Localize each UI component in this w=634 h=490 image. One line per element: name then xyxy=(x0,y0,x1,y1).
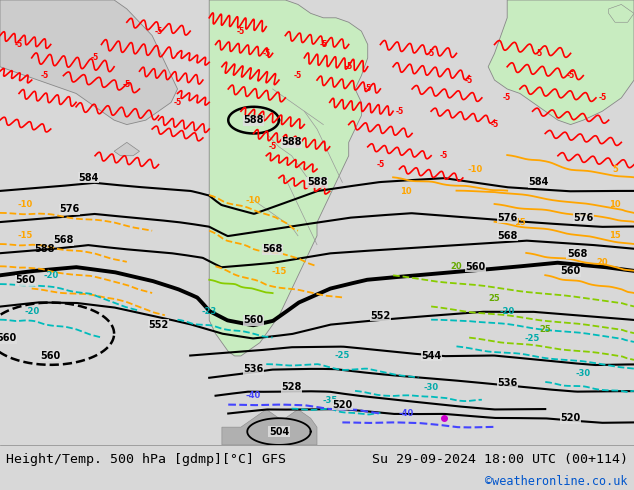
Text: -30: -30 xyxy=(576,369,591,378)
Text: 528: 528 xyxy=(281,382,302,392)
Text: 5: 5 xyxy=(612,165,618,173)
Text: -10: -10 xyxy=(468,165,483,173)
Text: 576: 576 xyxy=(60,204,80,214)
Text: -5: -5 xyxy=(122,80,131,89)
Text: 584: 584 xyxy=(529,177,549,187)
Polygon shape xyxy=(222,409,317,445)
Text: -10: -10 xyxy=(246,196,261,205)
Text: -5: -5 xyxy=(262,49,271,58)
Text: -20: -20 xyxy=(24,307,39,316)
Text: 536: 536 xyxy=(243,364,264,374)
Text: 10: 10 xyxy=(400,187,411,196)
Text: 25: 25 xyxy=(540,325,551,334)
Text: 568: 568 xyxy=(497,231,517,241)
Text: 584: 584 xyxy=(79,173,99,183)
Polygon shape xyxy=(114,143,139,156)
Text: -5: -5 xyxy=(490,120,499,129)
Text: -5: -5 xyxy=(465,75,474,85)
Text: -5: -5 xyxy=(154,26,163,36)
Text: 568: 568 xyxy=(567,248,587,259)
Text: -15: -15 xyxy=(271,267,287,276)
Polygon shape xyxy=(209,0,368,356)
Text: 10: 10 xyxy=(609,200,621,209)
Text: -5: -5 xyxy=(91,53,100,62)
Text: 552: 552 xyxy=(148,320,169,330)
Text: -5: -5 xyxy=(395,107,404,116)
Text: 568: 568 xyxy=(262,244,283,254)
Text: 520: 520 xyxy=(332,400,353,410)
Text: -5: -5 xyxy=(294,71,302,80)
Text: 588: 588 xyxy=(34,244,55,254)
Text: -15: -15 xyxy=(18,231,33,240)
Text: -5: -5 xyxy=(427,49,436,58)
Text: -25: -25 xyxy=(335,351,350,361)
Text: -5: -5 xyxy=(15,40,23,49)
Text: 568: 568 xyxy=(53,235,74,245)
Text: 15: 15 xyxy=(514,218,526,227)
Text: 560: 560 xyxy=(465,262,486,272)
Text: -40: -40 xyxy=(246,392,261,400)
Text: 560: 560 xyxy=(560,267,581,276)
Text: -5: -5 xyxy=(344,62,353,71)
Text: 588: 588 xyxy=(307,177,327,187)
Text: -25: -25 xyxy=(525,334,540,343)
Text: -5: -5 xyxy=(439,151,448,160)
Text: 15: 15 xyxy=(609,231,621,240)
Text: -5: -5 xyxy=(319,40,328,49)
Text: -30: -30 xyxy=(424,383,439,392)
Text: -40: -40 xyxy=(398,409,413,418)
Text: 504: 504 xyxy=(269,427,289,437)
Text: -5: -5 xyxy=(268,142,277,151)
Text: -35: -35 xyxy=(322,396,337,405)
Text: -5: -5 xyxy=(566,71,575,80)
Text: ©weatheronline.co.uk: ©weatheronline.co.uk xyxy=(485,475,628,488)
Text: -5: -5 xyxy=(40,71,49,80)
Text: 560: 560 xyxy=(41,351,61,361)
Text: 576: 576 xyxy=(497,213,517,223)
Text: -5: -5 xyxy=(598,94,607,102)
Text: Height/Temp. 500 hPa [gdmp][°C] GFS: Height/Temp. 500 hPa [gdmp][°C] GFS xyxy=(6,453,287,466)
Text: -20: -20 xyxy=(500,307,515,316)
Text: -23: -23 xyxy=(202,307,217,316)
Text: -5: -5 xyxy=(376,160,385,169)
Polygon shape xyxy=(0,0,178,124)
Text: 536: 536 xyxy=(497,378,517,388)
Text: -10: -10 xyxy=(18,200,33,209)
Polygon shape xyxy=(609,4,634,22)
Text: 588: 588 xyxy=(281,137,302,147)
Text: -5: -5 xyxy=(503,94,512,102)
Text: 552: 552 xyxy=(370,311,391,321)
Text: 560: 560 xyxy=(15,275,36,285)
Text: 20: 20 xyxy=(451,263,462,271)
Text: 544: 544 xyxy=(421,351,441,361)
Text: -20: -20 xyxy=(43,271,58,280)
Polygon shape xyxy=(488,0,634,124)
Text: -5: -5 xyxy=(534,49,543,58)
Text: Su 29-09-2024 18:00 UTC (00+114): Su 29-09-2024 18:00 UTC (00+114) xyxy=(372,453,628,466)
Text: 520: 520 xyxy=(560,413,581,423)
Text: -5: -5 xyxy=(236,26,245,36)
Text: 588: 588 xyxy=(243,115,264,125)
Text: 20: 20 xyxy=(597,258,608,267)
Text: 560: 560 xyxy=(0,333,16,343)
Text: 560: 560 xyxy=(243,316,264,325)
Text: -5: -5 xyxy=(363,84,372,94)
Text: 576: 576 xyxy=(573,213,593,223)
Text: -5: -5 xyxy=(173,98,182,107)
Text: 25: 25 xyxy=(489,294,500,303)
